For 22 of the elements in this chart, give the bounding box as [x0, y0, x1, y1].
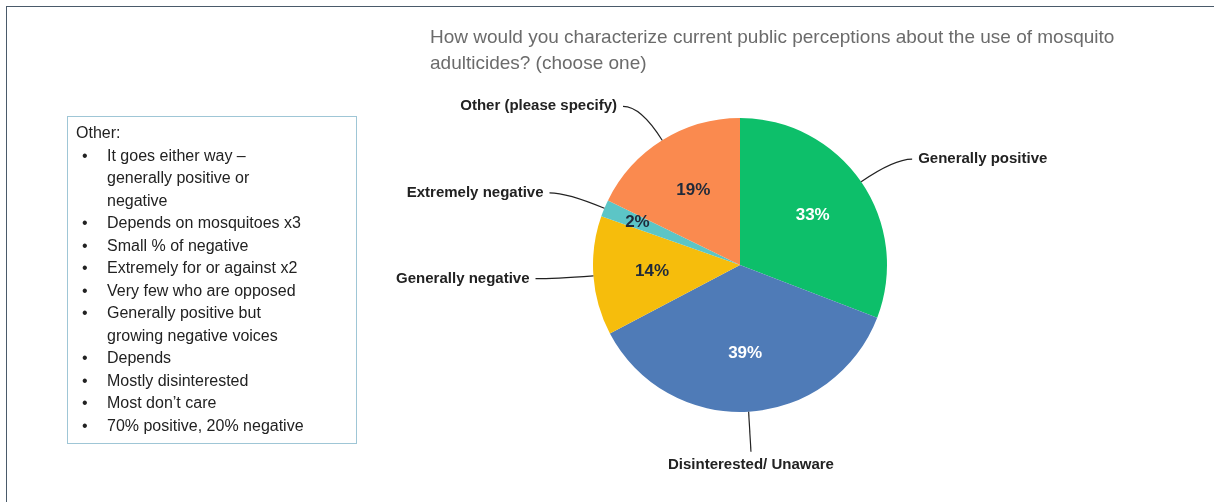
text: • 70% positive, 20% negative — [81, 415, 305, 436]
text: • It goes either way – generally positive or negative — [81, 145, 251, 211]
text: • Depends — [81, 348, 173, 368]
data-label: 14% — [635, 261, 670, 281]
slice-label: Other (please specify) — [460, 96, 618, 114]
chart-title: How would you characterize current public perceptions about the use of mosquito adulticides? (choose one) — [430, 25, 1116, 75]
text: • Generally positive but growing negative voices — [81, 303, 279, 346]
data-label: 19% — [676, 179, 711, 199]
slice-label: Generally positive — [918, 149, 1048, 167]
text: • Depends on mosquitoes x3 — [81, 213, 302, 233]
text: Other: — [76, 123, 122, 143]
text: • Extremely for or against x2 — [81, 258, 299, 278]
slice-label: Extremely negative — [406, 182, 544, 200]
slice-label: Disinterested/ Unaware — [668, 455, 834, 473]
data-label: 33% — [795, 204, 830, 224]
text: • Mostly disinterested — [81, 370, 250, 391]
slice-label: Generally negative — [396, 268, 530, 286]
text: • Very few who are opposed — [81, 280, 297, 301]
text: • Most don’t care — [81, 393, 218, 413]
data-label: 2% — [625, 211, 650, 231]
text: • Small % of negative — [81, 235, 250, 256]
data-label: 39% — [728, 342, 763, 362]
